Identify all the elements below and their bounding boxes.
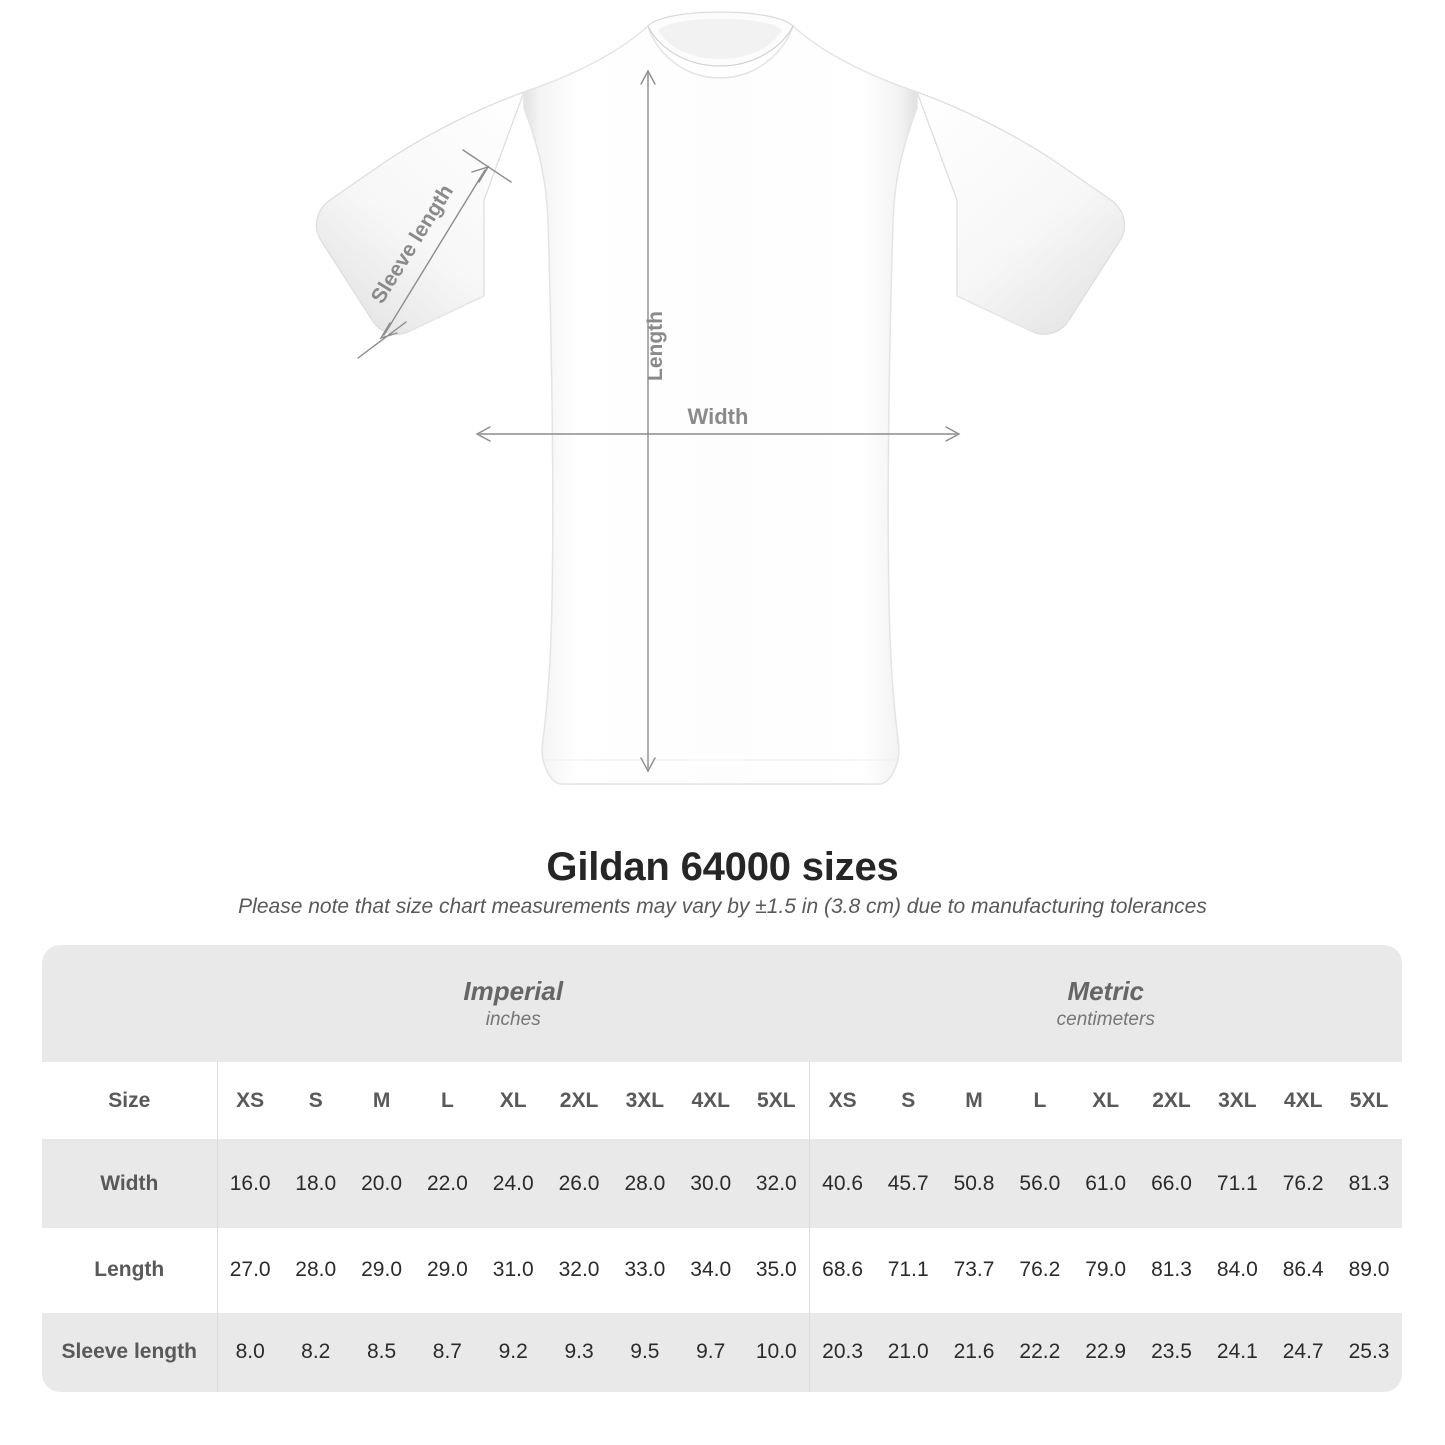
svg-text:Length: Length <box>644 311 667 381</box>
svg-text:Width: Width <box>688 404 749 429</box>
